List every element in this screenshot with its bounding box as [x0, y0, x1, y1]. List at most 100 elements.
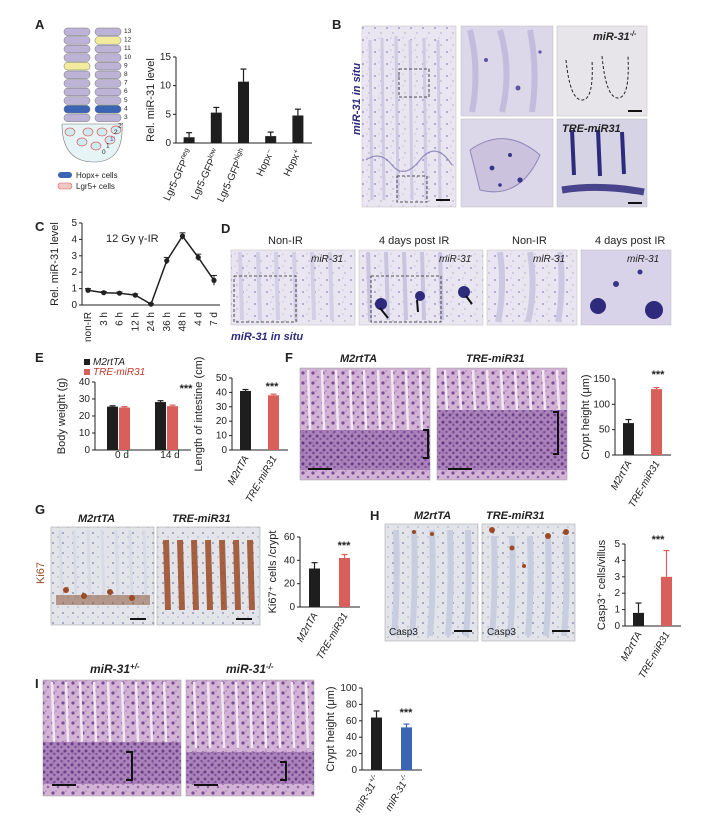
- y-axis-label: Rel. miR-31 level: [49, 222, 61, 306]
- y-tick-label: 0: [351, 765, 357, 776]
- y-tick-label: 100: [593, 399, 610, 410]
- lgr5-cell: [76, 137, 88, 147]
- y-tick-label: 0: [604, 450, 610, 461]
- bar: [401, 727, 412, 770]
- y-tick-label: 1: [614, 605, 620, 616]
- f-title-1: M2rtTA: [340, 353, 377, 365]
- knockout-image: [556, 25, 648, 117]
- y-tick-label: 3: [71, 251, 77, 262]
- chart-c: 0 1 2 3 4 5 Rel. miR-31 level non-IR 3 h 6 h 12 h 2…: [49, 218, 220, 342]
- y-tick-label: 0: [71, 300, 77, 311]
- d-insitu-caption: miR-31 in situ: [231, 331, 303, 343]
- y-tick-label: 60: [346, 716, 358, 727]
- y-tick-label: 3: [614, 572, 620, 583]
- y-tick-label: 30: [79, 394, 91, 405]
- data-point: [116, 290, 123, 296]
- y-tick-label: 5: [165, 109, 171, 120]
- chart-g: 0 20 40 60 Ki67⁺ cells /crypt M2rtTATRE-miR31…: [267, 531, 360, 662]
- crypt-cell: [63, 44, 91, 54]
- x-tick-label: Hopx⁺: [282, 148, 304, 179]
- x-tick-label: 6 h: [115, 312, 126, 326]
- g-title-2: TRE-miR31: [172, 513, 231, 525]
- data-point: [101, 290, 107, 296]
- crypt-cell: [94, 70, 122, 79]
- bar: [309, 568, 320, 607]
- panel-i-images: miR-31+/- miR-31-/-: [42, 662, 315, 797]
- panel-letter-f: F: [285, 350, 293, 365]
- y-tick-label: 20: [346, 749, 358, 760]
- bar: [265, 136, 277, 143]
- x-tick-label: M2rtTA: [619, 630, 645, 664]
- bar: [167, 406, 178, 450]
- x-tick-label: 0 d: [115, 450, 129, 461]
- inset-box-upper: [398, 68, 430, 98]
- crypt-cell: [63, 87, 91, 97]
- y-tick-label: 40: [79, 377, 91, 388]
- d-label-2: 4 days post IR: [379, 235, 449, 247]
- cell-position-number: 7: [124, 80, 128, 87]
- bar: [371, 717, 382, 770]
- panel-g-images: M2rtTA TRE-miR31 Ki67: [35, 513, 261, 626]
- y-tick-label: 50: [599, 425, 611, 436]
- cell-position-number: 12: [124, 37, 132, 44]
- panel-f-images: M2rtTA TRE-miR31: [299, 353, 568, 481]
- bar: [238, 81, 249, 143]
- y-tick-label: 100: [340, 683, 357, 694]
- significance-label: ***: [266, 381, 280, 393]
- data-point: [132, 292, 138, 298]
- d-label-3: Non-IR: [512, 235, 547, 247]
- hopx-legend-label: Hopx+ cells: [76, 171, 118, 180]
- y-axis-label: Casp3⁺ cells/villus: [596, 539, 608, 630]
- crypt-cell: [63, 27, 91, 36]
- crypt-cell: [63, 113, 91, 122]
- y-tick-label: 40: [284, 555, 296, 566]
- x-tick-label: TRE-miR31: [315, 611, 351, 662]
- bar: [183, 137, 195, 143]
- y-tick-label: 1: [71, 284, 77, 295]
- lgr5-legend-swatch: [57, 182, 73, 190]
- d-probe-3: miR-31: [533, 254, 565, 265]
- x-tick-label: miR-31-/-: [383, 773, 413, 813]
- y-tick-label: 50: [216, 373, 228, 384]
- crypt-cell: [94, 96, 122, 105]
- x-tick-label: 4 d: [193, 312, 204, 326]
- y-tick-label: 60: [284, 532, 296, 543]
- crypt-cell: [94, 113, 122, 122]
- crypt-cell: [94, 87, 122, 97]
- crypt-cell: [63, 79, 91, 88]
- bar: [661, 576, 672, 626]
- crypt-cell: [63, 53, 91, 62]
- y-tick-label: 0: [289, 602, 295, 613]
- series-line: [87, 234, 215, 306]
- data-point: [211, 277, 217, 283]
- panel-h-images: M2rtTA TRE-miR31 Casp3 Casp3: [384, 510, 576, 642]
- lgr5-cell: [104, 135, 116, 145]
- y-tick-label: 0: [614, 621, 620, 632]
- data-point: [85, 287, 91, 293]
- cell-position-number: 2': [118, 123, 123, 130]
- panel-letter-a: A: [35, 17, 45, 32]
- e-legend-swatch-1: [84, 359, 90, 365]
- bar: [633, 612, 644, 626]
- y-axis-label: Rel. miR-31 level: [145, 58, 157, 142]
- bar: [210, 112, 222, 143]
- y-axis-label: Ki67⁺ cells /crypt: [267, 531, 279, 614]
- bar: [292, 115, 304, 143]
- crypt-cell: [94, 36, 122, 45]
- d-label-4: 4 days post IR: [595, 235, 665, 247]
- y-axis-label: Crypt height (μm): [580, 374, 592, 459]
- cell-position-number: 3: [124, 114, 128, 121]
- knockout-label: miR-31-/-: [593, 31, 637, 43]
- lgr5-cell: [110, 125, 122, 135]
- chart-e-body-weight: 0 10 20 30 40 Body weight (g) 0 d 14 d ***: [56, 377, 193, 461]
- cell-position-number: 4: [124, 105, 128, 112]
- y-tick-label: 0: [84, 445, 90, 456]
- significance-label: ***: [400, 707, 414, 719]
- x-tick-label: M2rtTA: [295, 611, 321, 645]
- bar: [339, 558, 350, 607]
- y-axis-label: Crypt height (μm): [325, 686, 337, 771]
- y-tick-label: 40: [216, 387, 228, 398]
- bar: [240, 390, 251, 450]
- chart-e-intestine-length: 0 10 20 30 40 50 Length of intestine (cm) M2rtT…: [193, 357, 288, 505]
- data-point: [148, 301, 154, 307]
